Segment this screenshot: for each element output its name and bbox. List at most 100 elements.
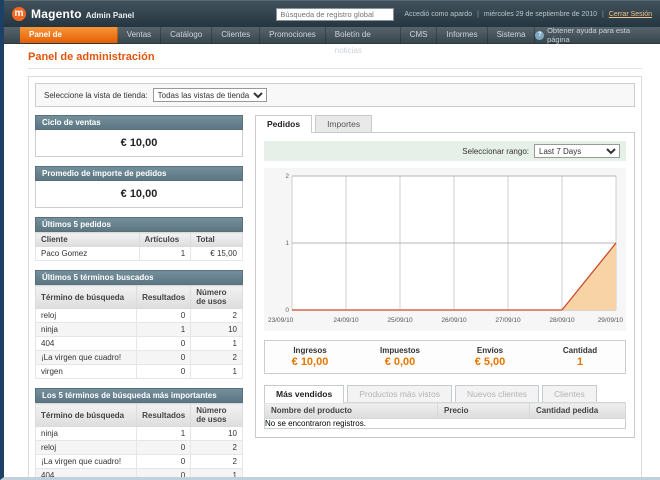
last-orders-table: Cliente Artículos Total Paco Gomez 1 € 15,00: [35, 232, 243, 261]
nav-item[interactable]: Promociones: [260, 27, 326, 43]
logo-subtitle: Admin Panel: [85, 11, 135, 20]
magento-logo-icon: m: [12, 7, 26, 21]
nav-item[interactable]: Informes: [437, 27, 488, 43]
table-row: reloj 0 2: [34, 308, 243, 323]
svg-text:25/09/10: 25/09/10: [387, 317, 413, 324]
page-content: Panel de administración Seleccione la vi…: [4, 44, 660, 477]
empty-message: No se encontraron registros.: [265, 419, 366, 428]
top-search-terms-title: Los 5 términos de búsqueda más important…: [35, 388, 243, 403]
column-header: Resultados: [136, 285, 192, 309]
stat-label: Cantidad: [562, 346, 598, 355]
main-navigation: Panel de administración Ventas Catálogo Cli…: [4, 26, 660, 55]
tab-importes[interactable]: Importes: [315, 115, 373, 132]
column-header: Número de usos: [190, 403, 243, 427]
tab-más-vendidos[interactable]: Más vendidos: [264, 385, 345, 403]
last-orders-box: Últimos 5 pedidos Cliente Artículos Total P…: [35, 217, 243, 261]
tab-clientes[interactable]: Clientes: [542, 385, 597, 402]
column-header: Término de búsqueda: [34, 403, 138, 427]
help-icon: ?: [535, 30, 545, 40]
column-header: Precio: [437, 402, 530, 419]
stat-value: € 5,00: [474, 356, 506, 368]
stat-value: € 10,00: [291, 356, 329, 368]
separator: |: [602, 10, 604, 18]
column-header: Número de usos: [190, 285, 243, 309]
table-row: 404 0 1: [34, 336, 243, 351]
column-header: Cliente: [35, 232, 140, 247]
global-search-input[interactable]: [276, 7, 395, 21]
table-row: ¡La virgen que cuadro! 0 2: [34, 350, 243, 365]
help-link[interactable]: ? Obtener ayuda para esta página: [535, 26, 660, 44]
last-orders-title: Últimos 5 pedidos: [35, 217, 243, 232]
logo-text: Magento: [31, 7, 82, 21]
nav-item[interactable]: CMS: [401, 27, 438, 43]
average-orders-value: € 10,00: [35, 181, 243, 208]
store-view-bar: Seleccione la vista de tienda: Todas las…: [35, 83, 635, 107]
current-date-text: miércoles 29 de septiembre de 2010: [483, 10, 598, 18]
table-row: Paco Gomez 1 € 15,00: [35, 246, 243, 261]
svg-text:29/09/10: 29/09/10: [598, 317, 624, 324]
table-row: virgen 0 1: [34, 364, 243, 379]
svg-text:26/09/10: 26/09/10: [441, 317, 467, 324]
dashboard-container: Seleccione la vista de tienda: Todas las…: [28, 76, 642, 477]
page-title: Panel de administración: [28, 51, 155, 63]
table-row: reloj 0 2: [34, 440, 243, 455]
lifetime-sales-value: € 10,00: [35, 130, 243, 157]
logged-in-as-text: Accedió como apardo: [404, 10, 473, 18]
separator: |: [477, 10, 479, 18]
help-label: Obtener ayuda para esta página: [547, 26, 631, 44]
dashboard-columns: Ciclo de ventas € 10,00 Promedio de impo…: [34, 115, 635, 477]
empty-row: No se encontraron registros.: [265, 419, 626, 429]
store-view-select[interactable]: Todas las vistas de tienda: [152, 88, 267, 102]
column-header: Total: [190, 232, 243, 247]
lifetime-sales-title: Ciclo de ventas: [35, 115, 243, 130]
nav-items: Panel de administración Ventas Catálogo Cli…: [20, 27, 536, 55]
nav-item[interactable]: Sistema: [488, 27, 536, 43]
column-header: Nombre del producto: [264, 402, 438, 419]
top-search-terms-table: Término de búsqueda Resultados Número de u…: [34, 403, 243, 477]
svg-text:28/09/10: 28/09/10: [549, 317, 575, 324]
svg-text:0: 0: [285, 307, 289, 314]
nav-item[interactable]: Panel de administración: [20, 27, 118, 55]
nav-item[interactable]: Catálogo: [161, 27, 213, 43]
table-row: ninja 1 10: [34, 426, 243, 441]
stat-cantidad: Cantidad 1: [535, 346, 625, 368]
stat-envíos: Envíos € 5,00: [445, 346, 535, 368]
stat-value: 1: [576, 356, 584, 368]
top-search-terms-box: Los 5 términos de búsqueda más important…: [34, 388, 243, 477]
svg-text:2: 2: [285, 173, 289, 180]
logout-link[interactable]: Cerrar Sesión: [608, 10, 652, 18]
column-header: Resultados: [136, 403, 192, 427]
average-orders-box: Promedio de importe de pedidos € 10,00: [35, 166, 243, 208]
bottom-tabs: Más vendidos Productos más vistos Nuevos c…: [264, 385, 626, 403]
stat-value: € 0,00: [384, 356, 416, 368]
table-header-row: Cliente Artículos Total: [35, 232, 243, 247]
table-header-row: Nombre del producto Precio Cantidad pedida: [264, 402, 626, 419]
tab-nuevos-clientes[interactable]: Nuevos clientes: [455, 385, 540, 402]
totals-row: Ingresos € 10,00 Impuestos € 0,00 Envíos € 5,…: [264, 340, 626, 374]
stat-ingresos: Ingresos € 10,00: [265, 346, 355, 368]
chart-panel: Seleccionar rango: Last 7 Days 23/09/10 2…: [255, 133, 635, 438]
lifetime-sales-box: Ciclo de ventas € 10,00: [35, 115, 243, 157]
tab-productos-más-vistos[interactable]: Productos más vistos: [347, 385, 452, 402]
products-table: Nombre del producto Precio Cantidad pedida…: [264, 402, 626, 429]
dashboard-right-column: Pedidos Importes Seleccionar rango: Last…: [255, 115, 635, 477]
nav-item[interactable]: Clientes: [212, 27, 261, 43]
store-view-label: Seleccione la vista de tienda:: [44, 90, 148, 100]
last-search-terms-title: Últimos 5 términos buscados: [35, 270, 243, 285]
column-header: Término de búsqueda: [34, 285, 138, 309]
chart-tabs: Pedidos Importes: [255, 115, 635, 133]
column-header: Artículos: [138, 232, 192, 247]
range-select[interactable]: Last 7 Days: [534, 144, 620, 158]
table-row: ¡La virgen que cuadro! 0 2: [34, 454, 243, 469]
orders-area-chart: 23/09/10 24/09/10 25/09/10 26/09/10 27/09/10…: [264, 168, 626, 331]
stat-impuestos: Impuestos € 0,00: [355, 346, 445, 368]
dashboard-left-column: Ciclo de ventas € 10,00 Promedio de impo…: [34, 115, 243, 477]
stat-label: Ingresos: [293, 346, 327, 355]
svg-text:27/09/10: 27/09/10: [495, 317, 521, 324]
nav-item[interactable]: Boletín de noticias: [326, 27, 401, 55]
nav-item[interactable]: Ventas: [118, 27, 162, 43]
tab-pedidos[interactable]: Pedidos: [255, 115, 313, 133]
table-row: ninja 1 10: [34, 322, 243, 337]
table-row: 404 0 1: [34, 468, 243, 477]
